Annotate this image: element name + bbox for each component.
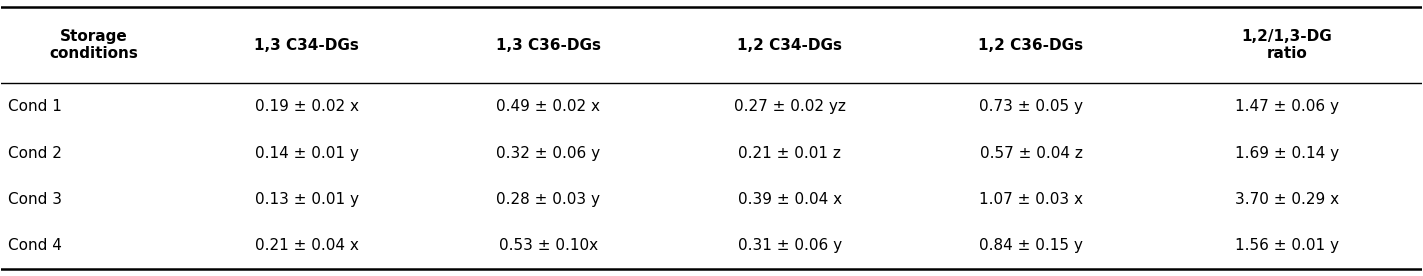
Text: 1.69 ± 0.14 y: 1.69 ± 0.14 y — [1235, 145, 1339, 161]
Text: 1,3 C36-DGs: 1,3 C36-DGs — [495, 38, 601, 53]
Text: Storage
conditions: Storage conditions — [50, 29, 138, 61]
Text: 0.49 ± 0.02 x: 0.49 ± 0.02 x — [497, 99, 601, 114]
Text: 0.21 ± 0.04 x: 0.21 ± 0.04 x — [255, 238, 359, 253]
Text: 0.57 ± 0.04 z: 0.57 ± 0.04 z — [979, 145, 1083, 161]
Text: 0.19 ± 0.02 x: 0.19 ± 0.02 x — [255, 99, 359, 114]
Text: 0.28 ± 0.03 y: 0.28 ± 0.03 y — [497, 192, 601, 207]
Text: 3.70 ± 0.29 x: 3.70 ± 0.29 x — [1235, 192, 1339, 207]
Text: Cond 2: Cond 2 — [9, 145, 63, 161]
Text: Cond 1: Cond 1 — [9, 99, 63, 114]
Text: 0.53 ± 0.10x: 0.53 ± 0.10x — [498, 238, 598, 253]
Text: Cond 4: Cond 4 — [9, 238, 63, 253]
Text: 1,3 C34-DGs: 1,3 C34-DGs — [255, 38, 359, 53]
Text: 0.73 ± 0.05 y: 0.73 ± 0.05 y — [979, 99, 1083, 114]
Text: 0.27 ± 0.02 yz: 0.27 ± 0.02 yz — [734, 99, 845, 114]
Text: 0.84 ± 0.15 y: 0.84 ± 0.15 y — [979, 238, 1083, 253]
Text: 0.13 ± 0.01 y: 0.13 ± 0.01 y — [255, 192, 359, 207]
Text: 1,2 C34-DGs: 1,2 C34-DGs — [737, 38, 842, 53]
Text: 0.21 ± 0.01 z: 0.21 ± 0.01 z — [739, 145, 841, 161]
Text: 0.31 ± 0.06 y: 0.31 ± 0.06 y — [737, 238, 841, 253]
Text: 1,2/1,3-DG
ratio: 1,2/1,3-DG ratio — [1241, 29, 1332, 61]
Text: 1,2 C36-DGs: 1,2 C36-DGs — [979, 38, 1083, 53]
Text: Cond 3: Cond 3 — [9, 192, 63, 207]
Text: 0.32 ± 0.06 y: 0.32 ± 0.06 y — [497, 145, 601, 161]
Text: 1.56 ± 0.01 y: 1.56 ± 0.01 y — [1235, 238, 1339, 253]
Text: 1.47 ± 0.06 y: 1.47 ± 0.06 y — [1235, 99, 1339, 114]
Text: 1.07 ± 0.03 x: 1.07 ± 0.03 x — [979, 192, 1083, 207]
Text: 0.14 ± 0.01 y: 0.14 ± 0.01 y — [255, 145, 359, 161]
Text: 0.39 ± 0.04 x: 0.39 ± 0.04 x — [737, 192, 841, 207]
